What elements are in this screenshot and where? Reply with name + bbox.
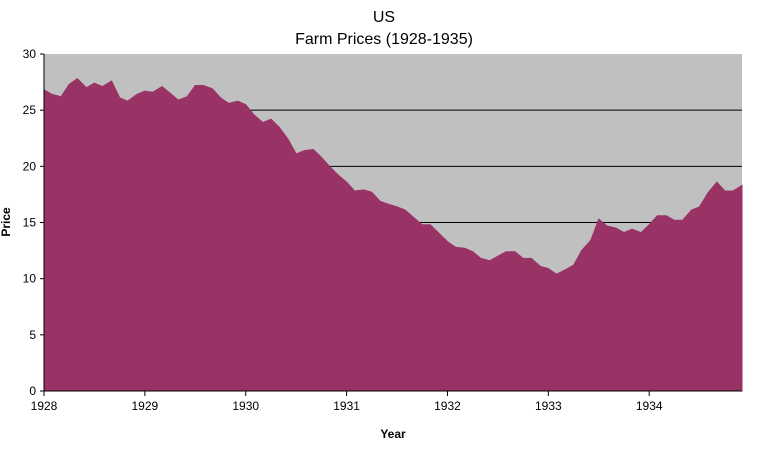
x-tick-label: 1933 (535, 399, 562, 413)
axes (40, 53, 742, 396)
y-tick-labels: 0 5 10 15 20 25 30 (23, 47, 37, 398)
y-tick-label: 20 (23, 159, 37, 173)
x-tick-label: 1932 (434, 399, 461, 413)
y-tick-label: 25 (23, 103, 37, 117)
y-tick-label: 0 (29, 384, 36, 398)
x-tick-labels: 1928 1929 1930 1931 1932 1933 1934 (31, 399, 663, 413)
y-tick-label: 10 (23, 272, 37, 286)
x-tick-label: 1929 (132, 399, 159, 413)
y-tick-label: 5 (29, 328, 36, 342)
chart-subtitle: Farm Prices (1928-1935) (295, 31, 473, 48)
x-axis-label: Year (380, 427, 406, 441)
y-tick-label: 15 (23, 216, 37, 230)
chart-title: US (373, 9, 395, 26)
x-tick-label: 1931 (333, 399, 360, 413)
series-area (43, 78, 743, 392)
x-tick-label: 1928 (31, 399, 58, 413)
y-axis-label: Price (0, 207, 13, 237)
x-tick-label: 1934 (636, 399, 663, 413)
y-tick-label: 30 (23, 47, 37, 61)
x-tick-label: 1930 (232, 399, 259, 413)
